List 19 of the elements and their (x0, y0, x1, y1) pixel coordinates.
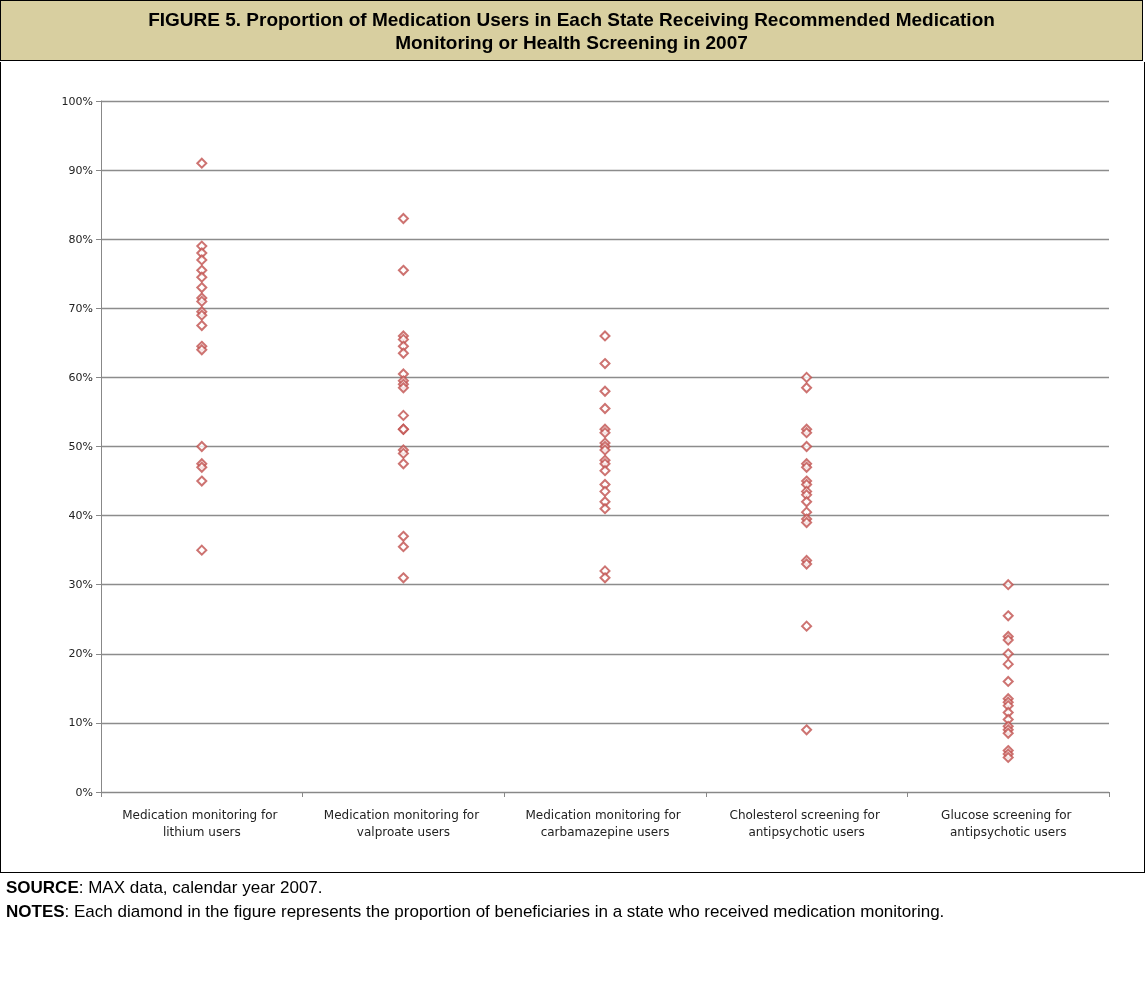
x-tick-label: Cholesterol screening for antipsychotic users (729, 807, 884, 839)
y-tick-label: 10% (68, 716, 93, 730)
y-tick-label: 90% (68, 163, 93, 177)
y-tick-label: 50% (68, 440, 93, 453)
y-tick-label: 0% (75, 785, 93, 799)
y-tick-label: 30% (68, 578, 93, 592)
text: NOTES: Each diamond in the figure represents the proportion of beneficiaries in a state who received medication monitoring. (6, 901, 946, 923)
chart-title: FIGURE 5. Proportion of Medication Users in Each State Receiving Recommended Medication Monitoring or Health Screening in 2007 (0, 0, 1143, 61)
x-tick-label: Medication monitoring for valproate users (323, 807, 483, 839)
y-tick-label: 20% (68, 647, 93, 661)
y-tick-label: 40% (68, 509, 93, 523)
y-tick-label: 70% (68, 301, 93, 315)
y-tick-label: 80% (68, 232, 93, 246)
y-tick-label: 100% (61, 94, 93, 108)
y-tick-label: 60% (68, 370, 93, 384)
x-tick-label: Medication monitoring for lithium users (122, 807, 282, 839)
source-note: SOURCE: MAX data, calendar year 2007. (6, 877, 324, 899)
x-tick-label: Medication monitoring for carbamazepine users (525, 807, 685, 839)
x-tick-label: Glucose screening for antipsychotic users (941, 807, 1076, 839)
